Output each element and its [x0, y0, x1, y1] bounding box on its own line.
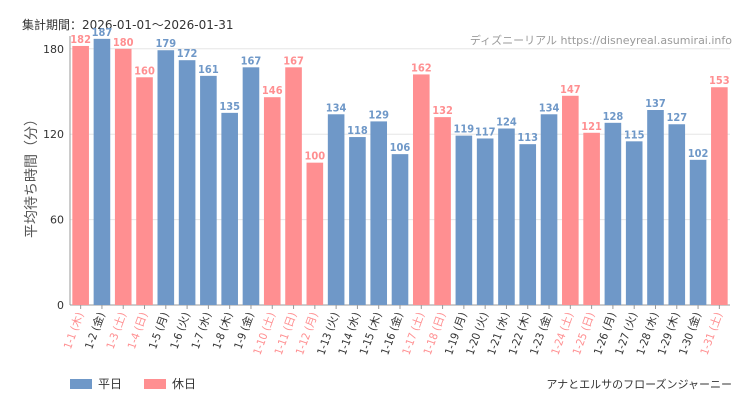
value-label: 167: [241, 54, 262, 67]
bar-1-11: [285, 67, 302, 306]
bar-1-28: [647, 110, 664, 305]
y-axis-label: 平均待ち時間（分）: [24, 112, 40, 238]
value-label: 124: [496, 116, 517, 129]
bar-1-16: [391, 154, 409, 305]
bar-1-2: [93, 38, 111, 306]
x-axis: 1-1 (木)1-2 (金)1-3 (土)1-4 (日)1-5 (月)1-6 (…: [61, 305, 725, 357]
value-label: 180: [113, 36, 134, 49]
value-label: 153: [709, 74, 730, 87]
bar-1-15: [370, 121, 388, 306]
bar-1-27: [625, 141, 643, 305]
value-label: 129: [368, 108, 389, 121]
value-label: 106: [390, 141, 411, 154]
bar-1-14: [349, 137, 366, 305]
y-tick-label: 60: [50, 214, 64, 227]
value-label: 132: [432, 104, 453, 117]
bar-1-7: [200, 75, 217, 305]
bar-1-19: [455, 135, 473, 305]
bar-1-10: [263, 97, 281, 306]
value-label: 160: [134, 64, 155, 77]
bar-1-6: [178, 60, 196, 305]
bar-1-21: [498, 128, 515, 305]
bar-1-1: [72, 45, 89, 306]
bar-1-31: [711, 87, 728, 305]
value-label: 146: [262, 84, 283, 97]
value-label: 182: [70, 33, 91, 46]
bar-1-18: [434, 117, 451, 305]
value-label: 119: [454, 123, 475, 136]
bar-1-22: [519, 144, 537, 305]
value-label: 179: [155, 37, 176, 50]
value-label: 128: [603, 110, 624, 123]
site-credit: ディズニーリアル https://disneyreal.asumirai.inf…: [469, 34, 732, 47]
bar-1-29: [668, 124, 686, 306]
value-label: 113: [517, 131, 538, 144]
bar-1-30: [689, 159, 707, 305]
bar-1-13: [327, 114, 345, 305]
bar-1-25: [583, 132, 600, 305]
value-label: 118: [347, 124, 368, 137]
value-label: 135: [219, 100, 240, 113]
bar-1-12: [306, 162, 324, 305]
value-label: 115: [624, 128, 645, 141]
y-tick-label: 180: [43, 43, 64, 56]
legend-swatch-weekday: [70, 378, 92, 389]
value-label: 127: [666, 111, 687, 124]
legend-swatch-holiday: [144, 378, 167, 389]
bar-1-24: [562, 95, 579, 306]
bar-1-23: [540, 114, 558, 305]
bar-1-26: [604, 122, 622, 306]
value-label: 172: [177, 47, 198, 60]
legend-item-weekday: 平日: [70, 375, 122, 392]
value-label: 117: [475, 125, 496, 138]
bar-1-8: [221, 112, 238, 305]
bar-1-17: [412, 74, 430, 305]
legend-item-holiday: 休日: [144, 375, 196, 392]
legend-label-holiday: 休日: [172, 377, 197, 391]
bars: [72, 38, 728, 306]
legend-label-weekday: 平日: [98, 377, 123, 391]
bar-1-5: [157, 50, 175, 305]
value-label: 167: [283, 54, 304, 67]
value-label: 137: [645, 97, 666, 110]
y-tick-label: 0: [57, 299, 64, 312]
value-label: 187: [92, 26, 113, 39]
aggregation-period: 集計期間：2026-01-01〜2026-01-31: [22, 18, 234, 32]
value-label: 162: [411, 61, 432, 74]
value-label: 161: [198, 63, 219, 76]
legend: 平日 休日: [70, 375, 196, 392]
attraction-name: アナとエルサのフローズンジャーニー: [546, 378, 732, 391]
bar-1-4: [136, 77, 153, 305]
bar-1-3: [114, 48, 132, 306]
value-label: 147: [560, 83, 581, 96]
value-label: 102: [688, 147, 709, 160]
value-label: 121: [581, 120, 602, 133]
bar-1-9: [242, 67, 260, 306]
value-labels: 1821871801601791721611351671461671001341…: [70, 26, 729, 163]
value-label: 134: [326, 101, 347, 114]
y-axis: 0 60 120 180: [43, 36, 71, 312]
y-tick-label: 120: [43, 128, 64, 141]
value-label: 134: [539, 101, 560, 114]
value-label: 100: [305, 150, 326, 163]
bar-1-20: [476, 138, 494, 305]
